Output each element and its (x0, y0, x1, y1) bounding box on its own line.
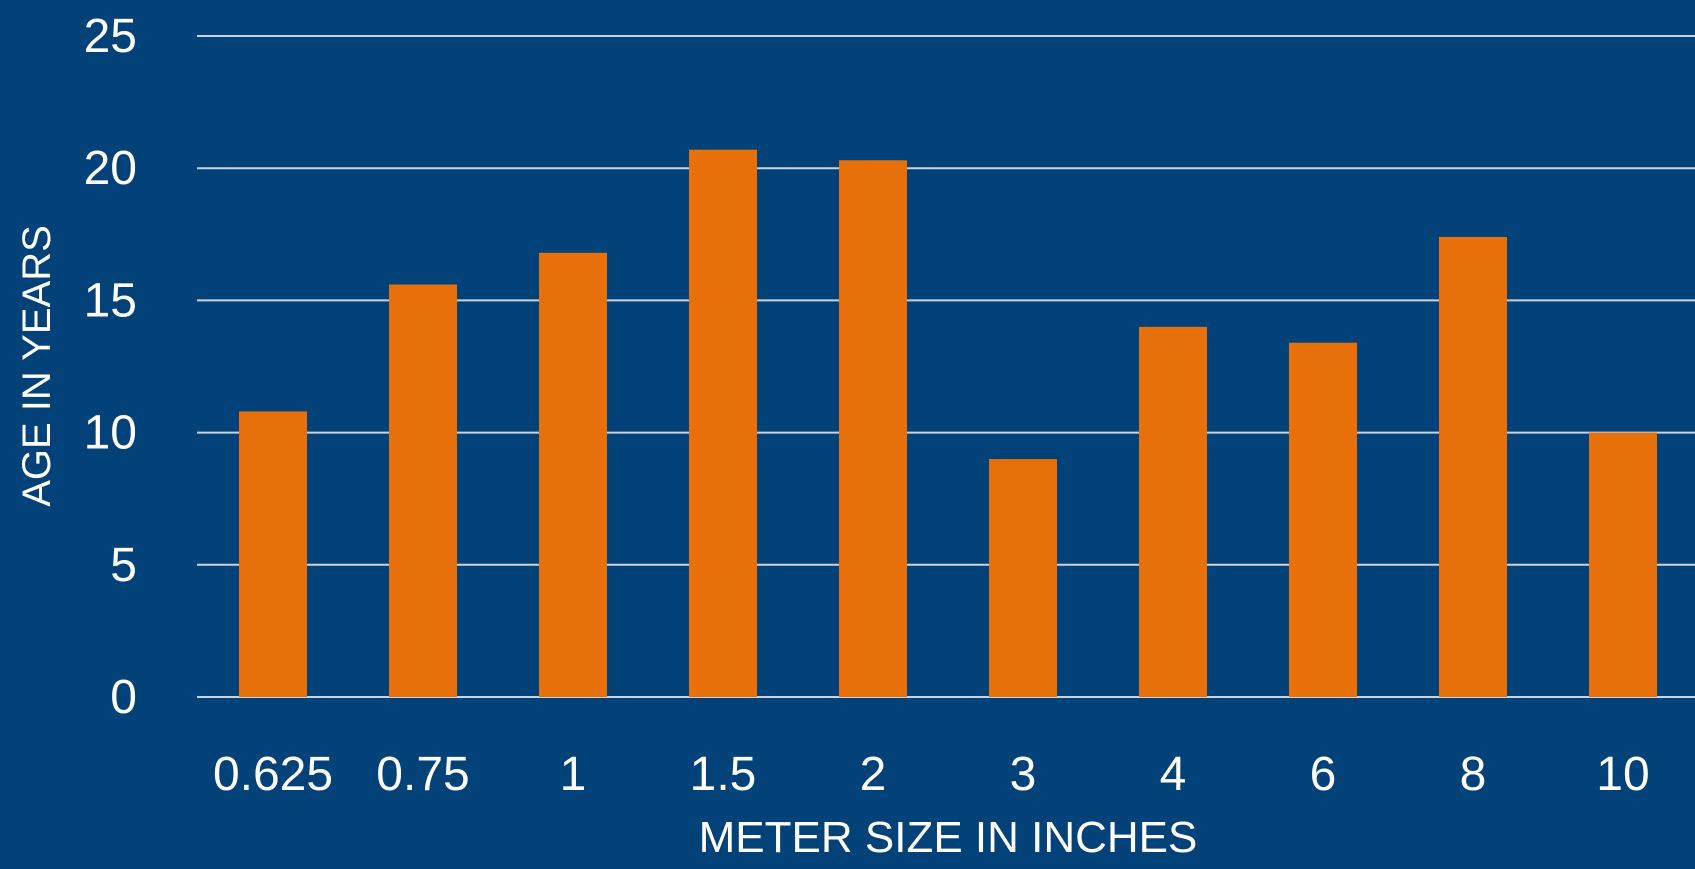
bars (239, 149, 1657, 698)
x-tick-label: 8 (1460, 748, 1487, 801)
bar-3 (989, 459, 1057, 697)
y-tick-label: 0 (110, 671, 137, 724)
bar-1 (539, 252, 607, 698)
x-tick-label: 0.625 (213, 748, 333, 801)
x-tick-label: 1.5 (690, 748, 757, 801)
bar-0.625 (239, 411, 307, 697)
x-tick-label: 1 (560, 748, 587, 801)
y-axis-title: AGE IN YEARS (15, 225, 59, 507)
bar-4 (1139, 326, 1207, 697)
bar-2 (839, 160, 907, 697)
bar-6 (1289, 342, 1357, 697)
x-axis-ticks: 0.625 0.75 1 1.5 2 3 4 6 8 10 (213, 748, 1650, 801)
bar-10 (1589, 432, 1657, 697)
y-axis-ticks: 0 5 10 15 20 25 (84, 10, 137, 724)
y-tick-label: 20 (84, 142, 137, 195)
y-tick-label: 25 (84, 10, 137, 63)
bar-8 (1439, 236, 1507, 697)
x-tick-label: 0.75 (376, 748, 469, 801)
bar-1.5 (689, 149, 757, 697)
x-tick-label: 10 (1596, 748, 1649, 801)
bar-0.75 (389, 284, 457, 697)
y-tick-label: 15 (84, 274, 137, 327)
y-tick-label: 10 (84, 407, 137, 460)
x-tick-label: 3 (1010, 748, 1037, 801)
x-axis-title: METER SIZE IN INCHES (699, 813, 1198, 862)
x-tick-label: 6 (1310, 748, 1337, 801)
x-tick-label: 2 (860, 748, 887, 801)
x-tick-label: 4 (1160, 748, 1187, 801)
y-tick-label: 5 (110, 539, 137, 592)
